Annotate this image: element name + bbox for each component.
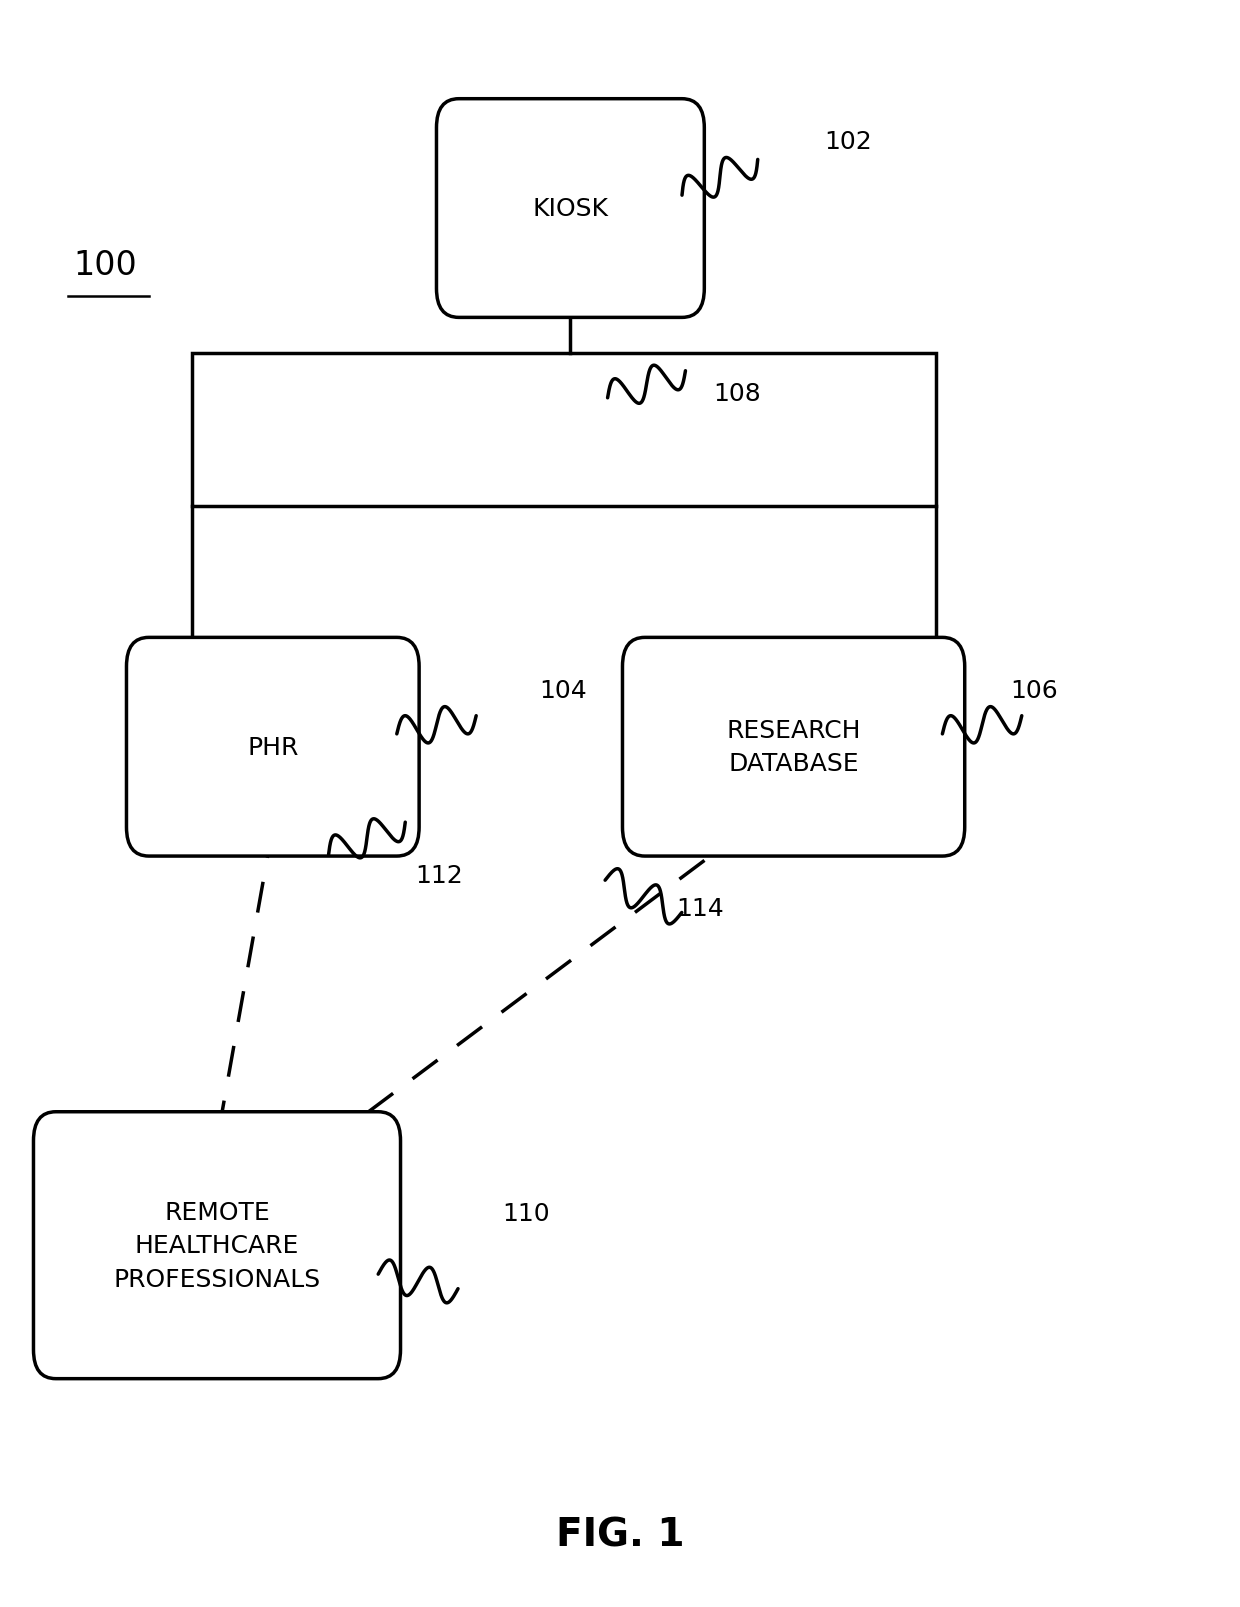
Text: 102: 102 xyxy=(825,130,873,153)
Text: KIOSK: KIOSK xyxy=(532,198,609,220)
Text: 110: 110 xyxy=(502,1202,549,1225)
Text: 114: 114 xyxy=(676,897,724,919)
Text: 100: 100 xyxy=(73,249,138,281)
Text: FIG. 1: FIG. 1 xyxy=(556,1515,684,1554)
Text: 112: 112 xyxy=(415,865,464,887)
FancyBboxPatch shape xyxy=(33,1112,401,1379)
FancyBboxPatch shape xyxy=(436,100,704,318)
Text: REMOTE
HEALTHCARE
PROFESSIONALS: REMOTE HEALTHCARE PROFESSIONALS xyxy=(113,1200,321,1290)
Text: 108: 108 xyxy=(713,382,761,405)
Text: 104: 104 xyxy=(539,680,588,702)
Text: PHR: PHR xyxy=(247,736,299,759)
Text: RESEARCH
DATABASE: RESEARCH DATABASE xyxy=(727,718,861,776)
Text: 106: 106 xyxy=(1011,680,1059,702)
FancyBboxPatch shape xyxy=(622,638,965,857)
FancyBboxPatch shape xyxy=(126,638,419,857)
Bar xyxy=(192,354,936,506)
